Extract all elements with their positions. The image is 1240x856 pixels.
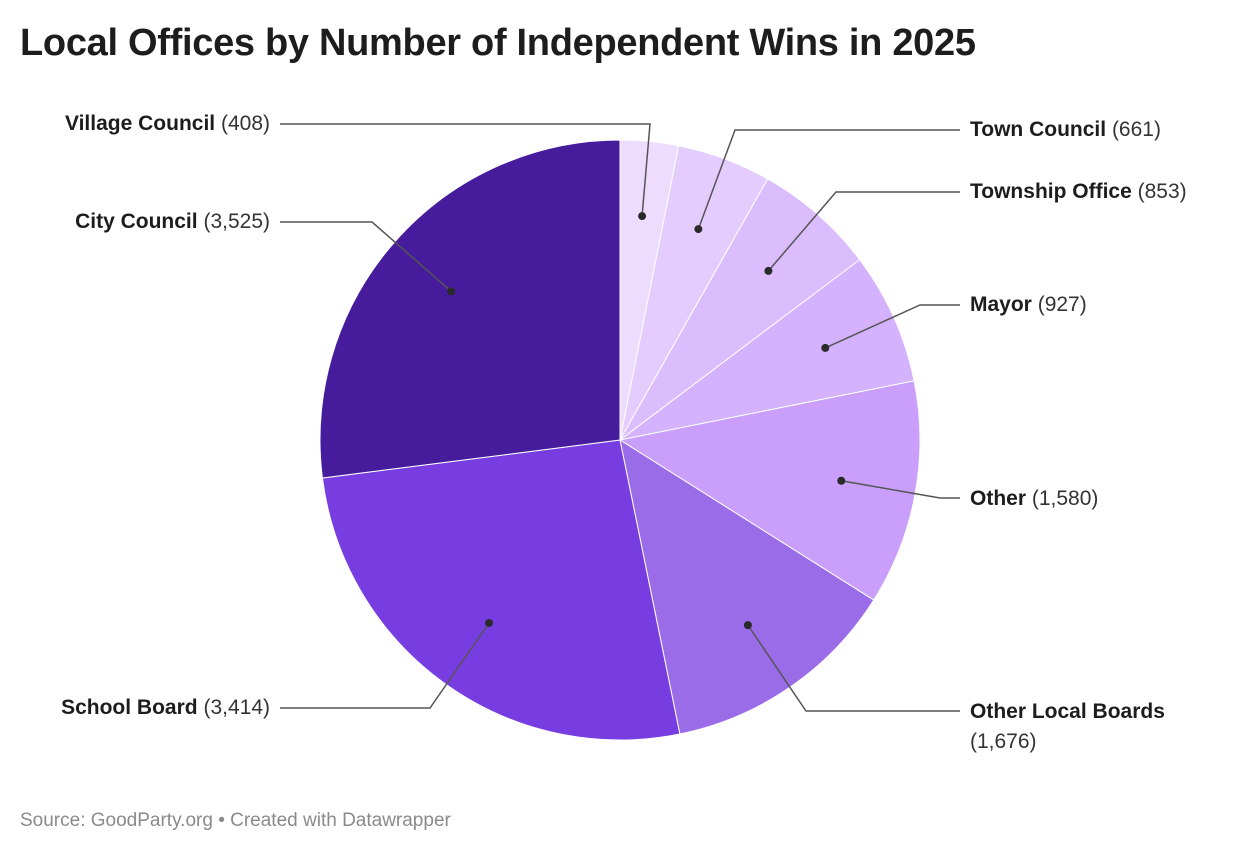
leader-line [697,129,960,230]
leader-line [280,622,490,709]
pie-slice-city-council [319,139,621,479]
pie-slice-township-office [619,178,861,441]
leader-line [280,123,651,217]
leader-dot [821,343,830,352]
label-school-board: School Board (3,414) [61,696,270,719]
label-village-council: Village Council (408) [64,112,270,135]
leader-dot [764,266,773,275]
leader-line [824,304,960,349]
leader-dot [837,476,846,485]
pie-slice-school-board [321,439,681,741]
leader-dot [485,618,494,627]
label-mayor: Mayor (927) [970,293,1087,316]
leader-dot [447,287,456,296]
label-other-local-boards: Other Local Boards (1,676) [970,700,1165,753]
leader-dot [638,212,647,221]
label-township-office: Township Office (853) [970,180,1187,203]
leader-dot [743,621,752,630]
leader-line [280,221,452,292]
leader-line [767,191,960,272]
leader-line [841,480,960,499]
chart-title: Local Offices by Number of Independent W… [20,22,976,64]
label-other: Other (1,580) [970,487,1099,510]
label-city-council: City Council (3,525) [75,210,270,233]
source-note: Source: GoodParty.org • Created with Dat… [20,810,451,831]
leader-dot [694,225,703,234]
label-town-council: Town Council (661) [970,118,1161,141]
leader-line [747,624,960,712]
